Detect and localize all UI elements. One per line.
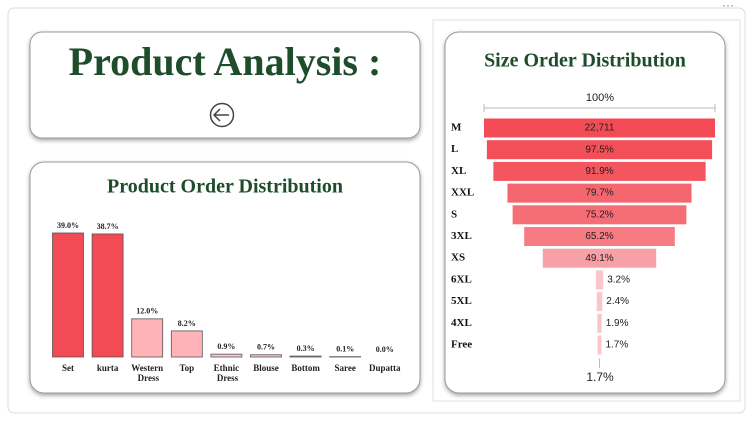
data-label: 0.0% bbox=[376, 345, 394, 354]
funnel-bar bbox=[597, 335, 602, 355]
bar bbox=[250, 354, 282, 358]
funnel-category: Free bbox=[451, 339, 472, 351]
x-tick-label: Dupatta bbox=[369, 363, 401, 373]
bar-card bbox=[29, 161, 421, 394]
data-label: 97.5% bbox=[585, 144, 613, 155]
funnel-bar bbox=[597, 313, 602, 333]
data-label: 1.9% bbox=[606, 318, 629, 329]
funnel-bar bbox=[512, 205, 687, 225]
funnel-category: XXL bbox=[451, 187, 474, 199]
data-label: 0.9% bbox=[217, 342, 235, 351]
funnel-category: 6XL bbox=[451, 273, 472, 285]
bar bbox=[210, 353, 243, 358]
bar bbox=[91, 233, 124, 358]
funnel-category: 4XL bbox=[451, 317, 472, 329]
funnel-bar bbox=[507, 183, 692, 203]
x-tick-label: Bottom bbox=[291, 363, 320, 373]
bar-chart-title: Product Order Distribution bbox=[107, 176, 343, 198]
data-label: 91.9% bbox=[585, 166, 613, 177]
back-button[interactable] bbox=[209, 102, 235, 128]
data-label: 38.7% bbox=[97, 222, 119, 231]
x-tick-label: Western Dress bbox=[131, 363, 163, 383]
data-label: 22,711 bbox=[585, 123, 615, 134]
data-label: 0.7% bbox=[257, 343, 275, 352]
page-title: Product Analysis : bbox=[69, 39, 382, 84]
funnel-category: XS bbox=[451, 252, 465, 264]
funnel-bar bbox=[493, 161, 706, 181]
bar bbox=[170, 330, 203, 358]
funnel-category: M bbox=[451, 122, 462, 134]
bar bbox=[289, 355, 322, 358]
funnel-category: 3XL bbox=[451, 230, 472, 242]
data-label: 75.2% bbox=[585, 209, 613, 220]
funnel-bar bbox=[484, 118, 715, 138]
funnel-bottom-label: 1.7% bbox=[586, 370, 614, 384]
funnel-bar bbox=[596, 292, 603, 312]
funnel-category: 5XL bbox=[451, 295, 472, 307]
x-tick-label: Top bbox=[179, 363, 194, 373]
funnel-bar bbox=[524, 227, 675, 246]
x-tick-label: Ethnic Dress bbox=[214, 363, 240, 383]
data-label: 12.0% bbox=[136, 307, 158, 316]
bar bbox=[131, 318, 164, 358]
funnel-category: L bbox=[451, 143, 458, 155]
funnel-bar bbox=[486, 140, 713, 160]
funnel-top-label: 100% bbox=[586, 92, 614, 104]
funnel-chart-title: Size Order Distribution bbox=[484, 50, 686, 72]
data-label: 2.4% bbox=[606, 296, 629, 307]
more-menu[interactable]: ··· bbox=[722, 0, 734, 12]
funnel-frame bbox=[432, 19, 741, 402]
data-label: 65.2% bbox=[585, 231, 613, 242]
data-label: 3.2% bbox=[607, 275, 630, 286]
x-tick-label: Saree bbox=[335, 363, 356, 373]
data-label: 39.0% bbox=[57, 221, 79, 230]
data-label: 0.3% bbox=[297, 344, 315, 353]
data-label: 8.2% bbox=[178, 319, 196, 328]
bar bbox=[52, 232, 84, 358]
x-tick-label: Set bbox=[62, 363, 74, 373]
funnel-category: S bbox=[451, 208, 457, 220]
data-label: 0.1% bbox=[336, 345, 354, 354]
funnel-bar bbox=[595, 270, 604, 290]
funnel-category: XL bbox=[451, 165, 466, 177]
x-tick-label: kurta bbox=[97, 363, 119, 373]
title-card bbox=[29, 31, 421, 139]
funnel-bar bbox=[542, 248, 657, 268]
data-label: 49.1% bbox=[585, 253, 613, 264]
data-label: 1.7% bbox=[605, 340, 628, 351]
x-tick-label: Blouse bbox=[253, 363, 279, 373]
data-label: 79.7% bbox=[585, 188, 613, 199]
